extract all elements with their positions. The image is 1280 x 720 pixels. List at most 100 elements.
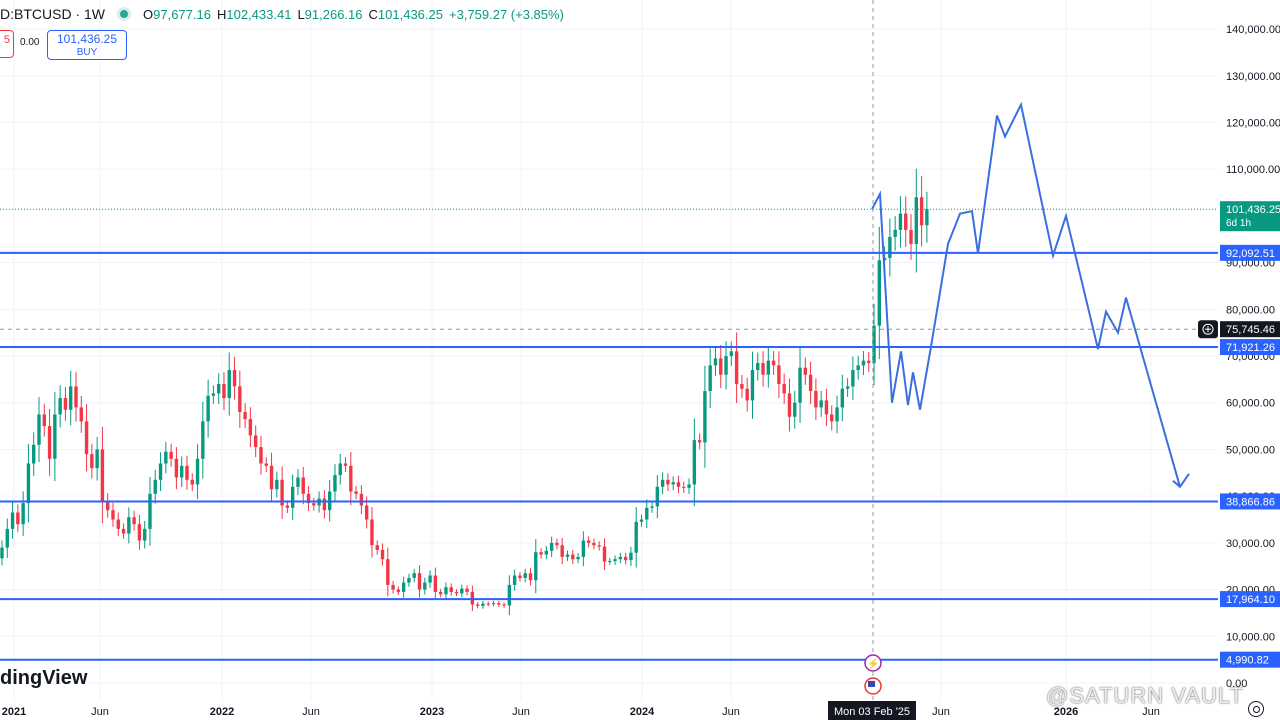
event-flag-icon [864, 677, 882, 695]
candle [412, 568, 416, 583]
candle [750, 351, 755, 419]
low-value: 91,266.16 [304, 6, 363, 22]
level-price-label: 71,921.26 [1226, 342, 1275, 354]
candle-body [645, 507, 649, 520]
candle-body [571, 554, 575, 560]
symbol-label[interactable]: D:BTCUSD · 1W [0, 6, 105, 22]
candle-body [63, 398, 68, 410]
candle [211, 385, 216, 404]
candle-body [613, 559, 617, 562]
candle [787, 378, 792, 432]
candle [158, 452, 163, 492]
projection-path [871, 101, 1181, 488]
candle [465, 585, 469, 596]
sell-button[interactable]: 5 [0, 30, 14, 58]
open-value: 97,677.16 [153, 6, 211, 22]
candle-body [32, 444, 36, 464]
candle [132, 510, 136, 531]
bar-countdown-label: 6d 1h [1226, 218, 1251, 229]
candle-body [438, 591, 443, 595]
candle-body [497, 603, 501, 605]
candle-body [153, 479, 157, 494]
candle [703, 365, 707, 468]
candle-body [555, 542, 559, 546]
candle [58, 385, 62, 428]
candle-body [370, 519, 374, 546]
candle-body [5, 528, 9, 548]
candle [391, 580, 395, 594]
low-label: L [297, 6, 305, 22]
candle [296, 469, 300, 496]
candle [243, 403, 247, 429]
candle-body [835, 407, 839, 422]
candle [507, 575, 512, 616]
x-axis-tick-label: Jun [302, 706, 320, 718]
settings-gear-icon[interactable] [1248, 701, 1264, 717]
projection-arrowhead [1172, 473, 1190, 489]
candle [565, 550, 570, 561]
candle-body [692, 440, 697, 485]
candle [359, 485, 364, 515]
candle [671, 476, 675, 491]
candle-body [380, 549, 385, 560]
candle-body [771, 360, 776, 366]
candle-body [523, 573, 527, 578]
candle [914, 168, 919, 273]
candle-body [777, 365, 781, 385]
candle [407, 573, 411, 587]
candle-body [259, 447, 263, 464]
candle [423, 577, 427, 595]
y-axis-tick-label: 0.00 [1226, 678, 1247, 690]
candle-body [877, 260, 882, 326]
candle-body [121, 528, 126, 534]
y-axis-tick-label: 130,000.00 [1226, 71, 1280, 83]
add-alert-plus-icon [1202, 323, 1214, 335]
candle-body [137, 524, 142, 541]
candle [777, 351, 781, 399]
candle-body [375, 545, 379, 550]
x-axis-tick-label: 2024 [630, 706, 655, 718]
candle [190, 473, 194, 492]
x-axis-tick-label: 2021 [2, 706, 26, 718]
candle-body [528, 573, 533, 581]
candle [238, 370, 242, 428]
candle-body [42, 414, 46, 427]
buy-button[interactable]: 101,436.25 BUY [47, 30, 127, 60]
candle-body [116, 519, 120, 529]
candle-body [724, 356, 728, 375]
level-price-label: 38,866.86 [1226, 496, 1275, 508]
candle-body [539, 552, 543, 555]
tradingview-logo[interactable]: dingView [0, 667, 88, 689]
candle-body [898, 213, 903, 230]
candle-body [914, 197, 919, 244]
candle-body [100, 449, 105, 501]
candle [121, 523, 126, 539]
candle-body [904, 213, 908, 230]
candle [42, 403, 46, 437]
candle [21, 491, 25, 537]
candle [840, 374, 845, 422]
candle [375, 540, 379, 555]
candle [248, 407, 253, 448]
crosshair-price-label: 75,745.46 [1226, 324, 1275, 336]
candle [613, 555, 617, 565]
candle-body [391, 584, 395, 590]
candle [518, 572, 522, 582]
candle-body [111, 510, 115, 520]
candle [63, 387, 68, 421]
candle-body [713, 358, 718, 366]
candle [396, 586, 401, 596]
candle-body [53, 414, 57, 459]
candle [528, 568, 533, 586]
candle [269, 452, 274, 503]
candle [343, 457, 348, 473]
candle [729, 341, 734, 366]
candle-body [396, 589, 401, 592]
candle [666, 473, 670, 492]
candle [280, 466, 284, 519]
candle-body [766, 360, 771, 375]
candle-body [761, 363, 765, 375]
candle [53, 392, 57, 482]
level-price-label: 4,990.82 [1226, 655, 1269, 667]
